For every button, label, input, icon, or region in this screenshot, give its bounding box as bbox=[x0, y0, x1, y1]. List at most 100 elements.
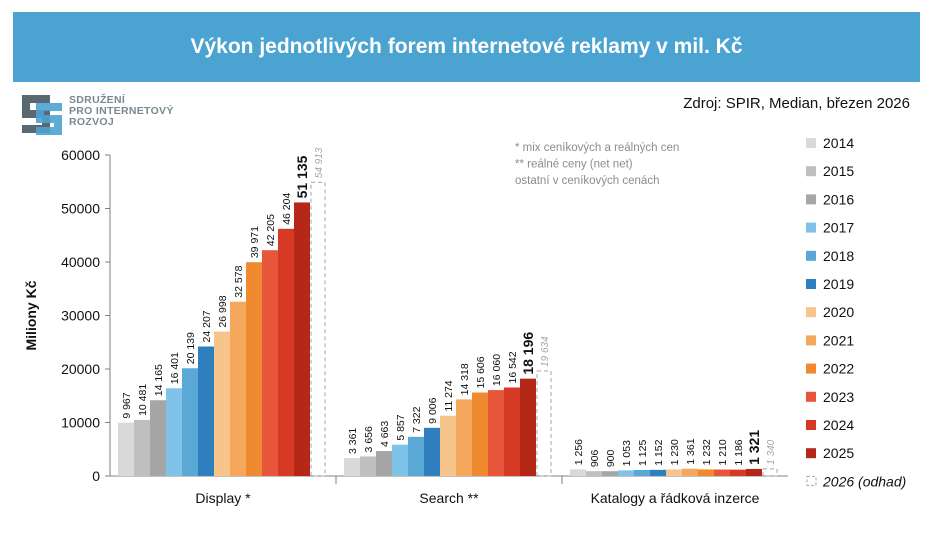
logo-line: SDRUŽENÍ bbox=[69, 94, 126, 106]
legend-swatch bbox=[806, 363, 816, 374]
bar bbox=[570, 469, 586, 476]
legend-swatch bbox=[806, 391, 816, 402]
y-tick-label: 10000 bbox=[61, 415, 100, 431]
bar-value-label: 24 207 bbox=[201, 310, 213, 342]
logo-mark-icon bbox=[22, 95, 62, 135]
legend-label: 2026 (odhad) bbox=[822, 473, 906, 489]
y-tick-label: 60000 bbox=[61, 147, 100, 163]
legend-label: 2016 bbox=[823, 191, 854, 207]
bar bbox=[198, 346, 214, 476]
bar-value-label: 1 340 bbox=[766, 439, 777, 464]
bar-value-label: 1 053 bbox=[621, 440, 633, 466]
bar-value-label: 15 606 bbox=[475, 356, 487, 388]
bar bbox=[730, 469, 746, 476]
legend-label: 2022 bbox=[823, 361, 854, 377]
legend-swatch bbox=[806, 335, 816, 346]
bar bbox=[150, 400, 166, 476]
bar-value-label: 14 318 bbox=[459, 363, 471, 395]
bar bbox=[392, 444, 408, 476]
bar bbox=[520, 378, 536, 476]
legend-label: 2023 bbox=[823, 389, 854, 405]
legend-label: 2015 bbox=[823, 163, 854, 179]
legend-label: 2024 bbox=[823, 417, 854, 433]
y-tick-label: 40000 bbox=[61, 254, 100, 270]
bar bbox=[682, 468, 698, 476]
bar bbox=[472, 392, 488, 476]
bar bbox=[746, 468, 762, 476]
bar-value-label: 3 656 bbox=[363, 426, 375, 452]
bar bbox=[262, 250, 278, 476]
legend-label: 2014 bbox=[823, 135, 854, 151]
bar bbox=[650, 469, 666, 476]
category-label: Search ** bbox=[419, 490, 479, 506]
bar-value-label: 3 361 bbox=[347, 428, 359, 454]
bar bbox=[118, 422, 134, 476]
bar-value-label: 1 210 bbox=[717, 439, 729, 465]
bar-value-label: 14 165 bbox=[153, 364, 165, 396]
bar-value-label: 1 256 bbox=[573, 439, 585, 465]
bar bbox=[586, 471, 602, 476]
bar-value-label: 16 401 bbox=[169, 352, 181, 384]
legend-swatch bbox=[806, 279, 816, 289]
bar-estimate bbox=[310, 181, 326, 477]
bar bbox=[408, 436, 424, 476]
bar bbox=[504, 387, 520, 476]
bar-value-label: 26 998 bbox=[217, 295, 229, 327]
y-tick-label: 20000 bbox=[61, 361, 100, 377]
legend-swatch bbox=[806, 138, 816, 148]
logo-text: SDRUŽENÍ PRO INTERNETOVÝ ROZVOJ bbox=[69, 95, 174, 128]
y-tick-label: 30000 bbox=[61, 308, 100, 324]
bar bbox=[294, 202, 310, 477]
legend-label: 2021 bbox=[823, 332, 854, 348]
bar-value-label: 32 578 bbox=[233, 265, 245, 297]
chart-note: * mix ceníkových a reálných cen bbox=[515, 142, 679, 154]
bar-value-label: 11 274 bbox=[443, 380, 455, 411]
bar bbox=[344, 458, 360, 476]
y-axis-label: Miliony Kč bbox=[23, 280, 39, 350]
bar-value-label: 42 205 bbox=[265, 214, 277, 246]
bar bbox=[602, 471, 618, 476]
spir-logo: SDRUŽENÍ PRO INTERNETOVÝ ROZVOJ bbox=[20, 93, 190, 137]
bar bbox=[424, 427, 440, 476]
bar bbox=[246, 262, 262, 476]
y-tick-label: 0 bbox=[92, 468, 100, 484]
bar-estimate bbox=[762, 468, 778, 477]
category-label: Display * bbox=[195, 490, 251, 506]
bar-value-label: 1 232 bbox=[701, 439, 713, 465]
bar-estimate bbox=[536, 370, 552, 477]
title-bar: Výkon jednotlivých forem internetové rek… bbox=[13, 12, 920, 82]
legend-swatch bbox=[806, 250, 816, 261]
bar-value-label: 1 125 bbox=[637, 440, 649, 466]
bar bbox=[440, 415, 456, 476]
bar-value-label: 9 006 bbox=[427, 397, 439, 423]
logo-line: ROZVOJ bbox=[69, 116, 114, 128]
legend-swatch bbox=[806, 448, 816, 459]
bar-value-label: 20 139 bbox=[185, 332, 197, 364]
legend-swatch bbox=[806, 307, 816, 318]
legend-label: 2018 bbox=[823, 248, 854, 264]
bar bbox=[456, 399, 472, 476]
legend-swatch bbox=[806, 194, 816, 205]
legend-label: 2020 bbox=[823, 304, 854, 320]
bar bbox=[182, 368, 198, 476]
legend-label: 2017 bbox=[823, 220, 854, 236]
bar-value-label: 1 230 bbox=[669, 439, 681, 465]
bar-value-label: 1 321 bbox=[746, 430, 762, 465]
bar bbox=[278, 228, 294, 476]
legend-swatch bbox=[806, 222, 816, 233]
bar bbox=[714, 469, 730, 476]
bar-value-label: 1 361 bbox=[685, 438, 697, 464]
bar bbox=[376, 451, 392, 476]
bar-value-label: 54 913 bbox=[314, 147, 325, 178]
chart-note: ** reálné ceny (net net) bbox=[515, 159, 633, 171]
bar bbox=[360, 456, 376, 476]
legend-swatch-estimate bbox=[806, 475, 817, 486]
bar-value-label: 10 481 bbox=[137, 384, 149, 416]
legend-swatch bbox=[806, 166, 816, 177]
bar-value-label: 906 bbox=[589, 449, 601, 467]
bar bbox=[666, 469, 682, 476]
bar-value-label: 39 971 bbox=[249, 226, 261, 258]
bar bbox=[230, 301, 246, 476]
bar-value-label: 16 060 bbox=[491, 354, 503, 386]
bar-value-label: 1 152 bbox=[653, 439, 665, 465]
